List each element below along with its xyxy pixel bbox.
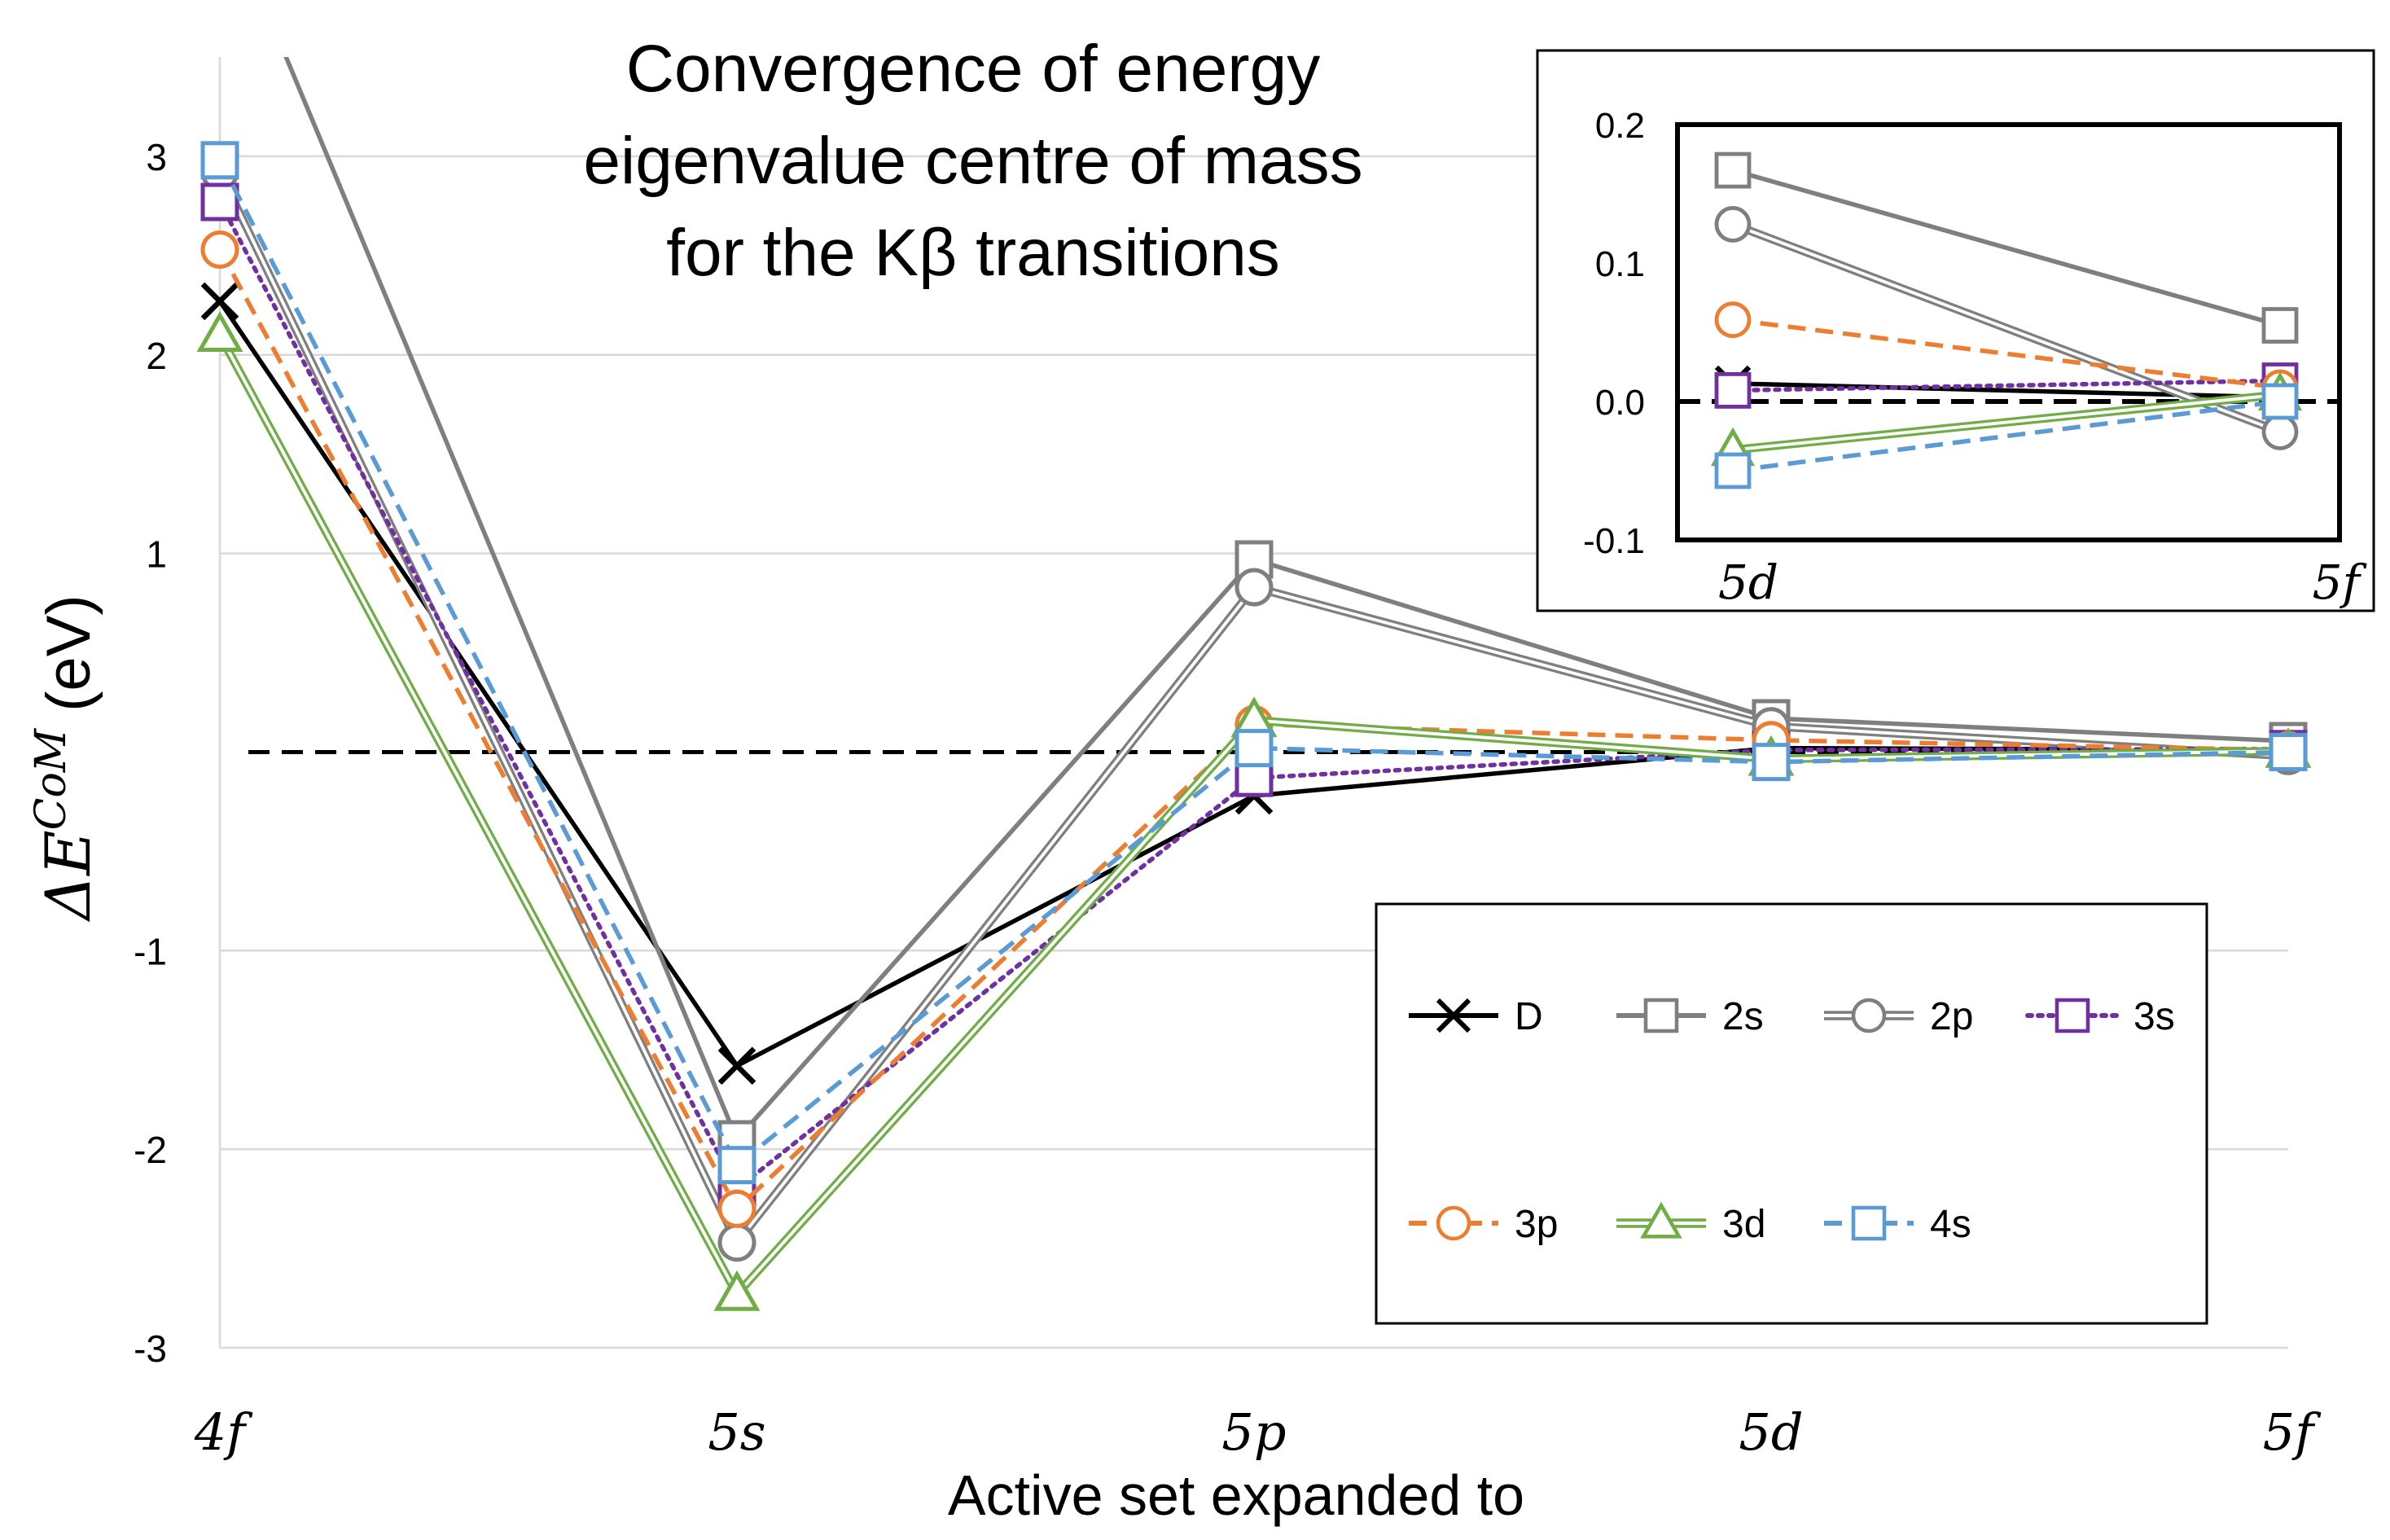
x-tick-label: 5d (1739, 1402, 1803, 1462)
inset-series-line-3p (1732, 317, 2281, 390)
chart-title: Convergence of energy eigenvalue centre … (583, 32, 1362, 290)
inset-data-point-4s (2261, 383, 2299, 420)
y-tick-label: 1 (146, 533, 167, 576)
gridlines (218, 57, 2288, 1349)
inset-y-tick-label: 0.2 (1595, 106, 1645, 146)
data-point-2p (1234, 568, 1274, 607)
data-point-2p (717, 1223, 756, 1262)
inset-series-line-2s (1732, 168, 2281, 328)
legend-marker-3s (2055, 998, 2090, 1033)
y-axis-label-prefix: ΔE (32, 830, 104, 922)
data-point-4s (717, 1146, 756, 1185)
inset-y-tick-label: 0.0 (1595, 383, 1645, 423)
legend-entry-3p: 3p (1409, 1203, 1558, 1246)
legend-label: 2s (1722, 995, 1764, 1038)
data-point-4s (1234, 729, 1274, 768)
inset-plot-area (1675, 122, 2342, 542)
series-line-3s (217, 200, 2291, 1191)
y-tick-labels: -3 -2 -1 1 2 3 (134, 136, 167, 1370)
inset-series-2s (1714, 151, 2299, 344)
title-line-1: Convergence of energy (626, 32, 1320, 106)
y-tick-label: 3 (146, 136, 167, 178)
y-tick-label: -3 (134, 1327, 167, 1370)
series-line-4s (217, 159, 2289, 1168)
y-tick-label: -1 (134, 930, 167, 972)
legend-entry-4s: 4s (1824, 1203, 1971, 1246)
y-axis-label: ΔECoM (eV) (27, 595, 104, 922)
y-tick-label: -2 (134, 1129, 167, 1171)
legend-marker-4s (1851, 1205, 1887, 1241)
data-point-3d (196, 311, 243, 353)
inset-series-line-3s (1730, 378, 2283, 393)
inset-data-point-2s (1714, 151, 1752, 189)
data-point-D (200, 282, 239, 321)
legend-entry-3s: 3s (2025, 995, 2175, 1038)
inset-x-tick-labels: 5d 5f (1718, 555, 2368, 610)
x-tick-label: 5f (2263, 1402, 2322, 1462)
series-line-3p (217, 248, 2289, 1212)
inset-series-group (1710, 151, 2303, 489)
legend-marker-3p (1436, 1205, 1471, 1241)
legend-marker-2s (1643, 998, 1679, 1033)
data-point-D (717, 1046, 756, 1086)
title-line-3: for the Kβ transitions (666, 216, 1280, 290)
inset-data-point-2p (1714, 205, 1752, 243)
series-group (196, 57, 2312, 1311)
legend-box (1375, 902, 2208, 1325)
y-axis-label-suffix: (eV) (34, 595, 103, 729)
legend-label: 3d (1722, 1203, 1765, 1246)
legend-marker-2p (1851, 998, 1887, 1033)
y-tick-label: 2 (146, 335, 167, 377)
legend-marker-D (1436, 998, 1471, 1033)
legend-label: D (1515, 995, 1543, 1038)
inset-y-tick-labels: -0.1 0.0 0.1 0.2 (1583, 106, 1645, 561)
legend-entry-2s: 2s (1616, 995, 1764, 1038)
legend-label: 2p (1930, 995, 1973, 1038)
y-axis-label-sup: CoM (27, 727, 76, 830)
legend-entry-D: D (1409, 995, 1543, 1038)
inset-series-line-4s (1732, 399, 2281, 473)
x-axis-label: Active set expanded to (948, 1463, 1524, 1527)
legend-label: 3p (1515, 1203, 1558, 1246)
inset-frame (1536, 49, 2375, 612)
inset-series-line-2p-inner (1732, 222, 2281, 434)
legend-entry-2p: 2p (1824, 995, 1973, 1038)
legend: D 2s 2p 3s 3p 3d 4s (1375, 902, 2208, 1325)
data-point-3p (717, 1189, 756, 1228)
x-tick-label: 5p (1221, 1402, 1286, 1462)
data-point-2s (1234, 540, 1274, 579)
data-point-4s (200, 141, 239, 180)
x-tick-labels: 4f 5s 5p 5d 5f (194, 1402, 2322, 1462)
inset-y-tick-label: -0.1 (1583, 521, 1645, 561)
legend-marker-3d (1640, 1201, 1682, 1239)
inset-x-tick-label: 5d (1718, 555, 1778, 610)
inset-series-line-3d-inner (1732, 393, 2281, 452)
legend-label: 4s (1930, 1203, 1971, 1246)
data-point-4s (2269, 732, 2308, 771)
inset-y-tick-label: 0.1 (1595, 244, 1645, 284)
inset-chart: -0.1 0.0 0.1 0.2 5d 5f (1536, 49, 2375, 612)
data-point-3p (200, 230, 239, 270)
data-point-3d (713, 1270, 761, 1311)
x-tick-label: 4f (194, 1402, 253, 1462)
inset-data-point-2p (2261, 414, 2299, 450)
legend-entry-3d: 3d (1616, 1201, 1765, 1246)
inset-series-3s (1714, 362, 2299, 409)
series-4s (200, 141, 2308, 1185)
inset-series-2p (1714, 205, 2299, 450)
inset-data-point-4s (1714, 452, 1752, 489)
data-point-3s (200, 182, 239, 222)
inset-data-point-2s (2261, 307, 2299, 344)
inset-series-4s (1714, 383, 2299, 489)
inset-data-point-3s (1714, 371, 1752, 409)
title-line-2: eigenvalue centre of mass (583, 124, 1362, 198)
legend-label: 3s (2133, 995, 2175, 1038)
inset-data-point-3p (1714, 301, 1752, 339)
data-point-4s (1752, 743, 1791, 782)
inset-x-tick-label: 5f (2313, 555, 2368, 610)
x-tick-label: 5s (708, 1402, 765, 1462)
